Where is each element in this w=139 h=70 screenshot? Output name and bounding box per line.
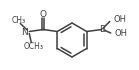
Text: O: O <box>40 10 47 18</box>
Text: N: N <box>22 28 28 37</box>
Text: OH: OH <box>115 29 128 38</box>
Text: OH: OH <box>114 15 127 24</box>
Text: CH₃: CH₃ <box>11 16 25 25</box>
Text: B: B <box>99 25 105 34</box>
Text: OCH₃: OCH₃ <box>23 42 43 51</box>
